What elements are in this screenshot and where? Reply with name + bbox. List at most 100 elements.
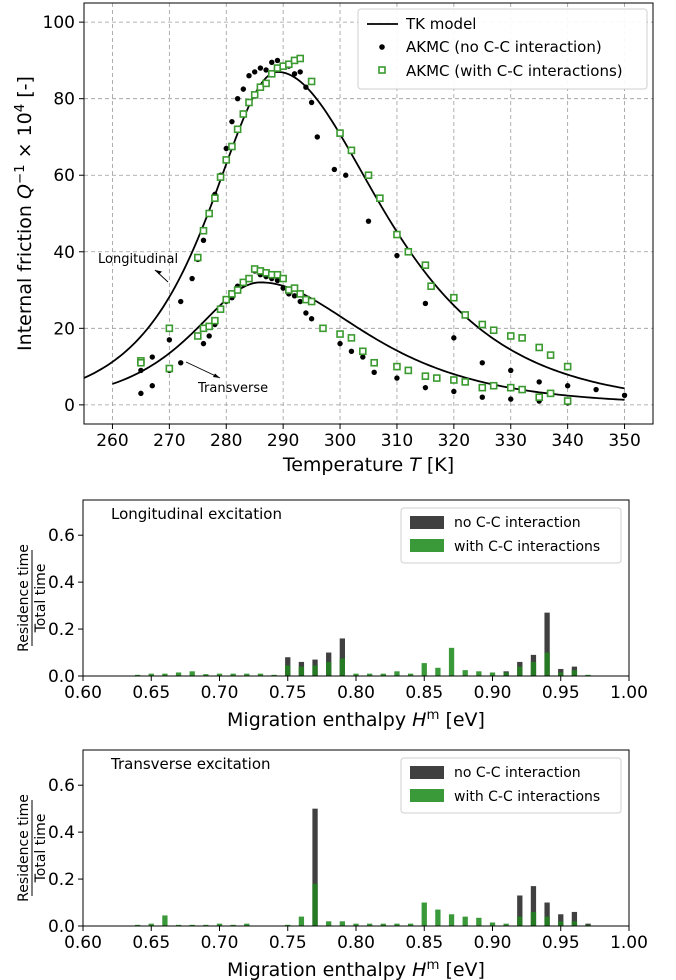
transverse-bar-with-cc bbox=[517, 916, 523, 926]
transverse-bar-no-cc bbox=[571, 911, 578, 926]
akmc-with-cc-point bbox=[518, 334, 526, 342]
akmc-with-cc-point bbox=[347, 334, 356, 342]
y-axis-label: Internal friction Q−1 × 104 [-] bbox=[13, 76, 37, 351]
akmc-with-cc-point bbox=[506, 332, 515, 340]
legend-label-with-cc: AKMC (with C-C interactions) bbox=[406, 62, 623, 80]
x-tick-label: 280 bbox=[210, 431, 242, 451]
akmc-with-cc-point bbox=[478, 383, 487, 392]
akmc-no-cc-point bbox=[451, 388, 457, 395]
longitudinal-bar-with-cc bbox=[421, 663, 427, 676]
akmc-no-cc-point bbox=[536, 379, 542, 385]
annotation-transverse: Transverse bbox=[197, 381, 268, 396]
longitudinal-bar-with-cc bbox=[285, 665, 291, 676]
transverse-x-tick-label: 1.00 bbox=[610, 933, 648, 953]
longitudinal-bar-with-cc bbox=[476, 671, 482, 676]
akmc-no-cc-point bbox=[280, 285, 286, 291]
akmc-no-cc-point bbox=[297, 69, 303, 75]
transverse-legend-box bbox=[400, 757, 622, 814]
akmc-with-cc-point bbox=[228, 142, 236, 151]
akmc-no-cc-point bbox=[252, 69, 258, 75]
longitudinal-bar-with-cc bbox=[435, 667, 441, 676]
akmc-with-cc-point bbox=[216, 173, 225, 181]
y-tick-label: 100 bbox=[43, 13, 75, 33]
akmc-with-cc-point bbox=[489, 381, 498, 390]
longitudinal-bar-with-cc bbox=[367, 673, 373, 676]
akmc-no-cc-point bbox=[331, 166, 338, 173]
transverse-x-tick-label: 0.65 bbox=[132, 933, 170, 953]
akmc-no-cc-point bbox=[200, 340, 207, 347]
transverse-y-tick-label: 0.2 bbox=[48, 870, 75, 890]
akmc-no-cc-point bbox=[365, 218, 372, 224]
annotation-arrowhead-longitudinal bbox=[155, 270, 162, 275]
akmc-with-cc-point bbox=[296, 290, 305, 298]
akmc-no-cc-point bbox=[508, 367, 514, 374]
akmc-with-cc-point bbox=[233, 286, 242, 294]
akmc-no-cc-point bbox=[257, 65, 264, 71]
akmc-with-cc-point bbox=[461, 378, 470, 386]
akmc-with-cc-point bbox=[199, 226, 208, 235]
tk-model-curve-longitudinal bbox=[84, 70, 625, 390]
akmc-no-cc-point bbox=[291, 293, 298, 299]
transverse-x-tick-label: 0.95 bbox=[542, 933, 580, 953]
akmc-with-cc-point bbox=[421, 372, 430, 380]
akmc-with-cc-point bbox=[285, 60, 293, 69]
longitudinal-bar-with-cc bbox=[148, 673, 154, 676]
transverse-bar-with-cc bbox=[339, 921, 345, 926]
akmc-no-cc-point bbox=[308, 316, 315, 322]
legend-marker-with-cc bbox=[378, 66, 386, 74]
akmc-with-cc-point bbox=[279, 274, 287, 283]
longitudinal-legend-swatch-no-cc bbox=[410, 516, 444, 529]
akmc-with-cc-point bbox=[336, 129, 344, 137]
longitudinal-bar-with-cc bbox=[544, 652, 550, 676]
akmc-no-cc-point bbox=[593, 386, 599, 393]
akmc-no-cc-point bbox=[422, 384, 429, 391]
akmc-with-cc-point bbox=[239, 110, 248, 118]
akmc-with-cc-point bbox=[307, 77, 316, 86]
transverse-bar-with-cc bbox=[476, 917, 482, 926]
plot-frame-top bbox=[83, 2, 654, 425]
akmc-with-cc-point bbox=[239, 278, 248, 287]
longitudinal-legend-label-with-cc: with C-C interactions bbox=[454, 539, 600, 555]
akmc-with-cc-point bbox=[216, 305, 225, 313]
akmc-no-cc-point bbox=[138, 367, 144, 374]
longitudinal-bar-with-cc bbox=[558, 672, 564, 676]
longitudinal-bar-with-cc bbox=[517, 666, 523, 676]
akmc-no-cc-point bbox=[314, 134, 320, 140]
akmc-with-cc-point bbox=[427, 282, 435, 291]
longitudinal-y-tick-label: 0.6 bbox=[48, 526, 75, 546]
transverse-legend-label-with-cc: with C-C interactions bbox=[454, 789, 600, 805]
akmc-no-cc-point bbox=[234, 95, 241, 102]
transverse-bar-with-cc bbox=[544, 916, 550, 926]
akmc-no-cc-point bbox=[178, 360, 184, 366]
transverse-bar-with-cc bbox=[353, 923, 359, 926]
longitudinal-bar-with-cc bbox=[394, 671, 400, 676]
longitudinal-y-label-numerator: Residence time bbox=[16, 544, 32, 652]
x-tick-label: 300 bbox=[324, 431, 356, 451]
akmc-no-cc-point bbox=[360, 354, 366, 360]
transverse-legend-label-no-cc: no C-C interaction bbox=[454, 765, 581, 781]
akmc-no-cc-point bbox=[303, 84, 309, 90]
transverse-y-tick-label: 0.0 bbox=[48, 917, 75, 937]
akmc-no-cc-point bbox=[246, 73, 252, 79]
akmc-with-cc-point bbox=[546, 351, 555, 359]
transverse-x-tick-label: 0.90 bbox=[474, 933, 512, 953]
akmc-no-cc-point bbox=[348, 348, 355, 354]
y-tick-label: 20 bbox=[53, 319, 75, 339]
longitudinal-bar-with-cc bbox=[585, 674, 591, 676]
akmc-with-cc-point bbox=[222, 295, 231, 304]
transverse-y-label-denominator: Total time bbox=[33, 814, 49, 884]
x-tick-label: 270 bbox=[153, 431, 185, 451]
annotation-longitudinal: Longitudinal bbox=[98, 252, 178, 267]
akmc-with-cc-point bbox=[370, 358, 378, 367]
transverse-bar-no-cc bbox=[517, 895, 523, 926]
x-tick-label: 310 bbox=[381, 431, 413, 451]
transverse-bar-with-cc bbox=[148, 923, 154, 926]
longitudinal-bar-with-cc bbox=[339, 658, 345, 676]
akmc-with-cc-point bbox=[245, 274, 253, 283]
transverse-bar-with-cc bbox=[407, 923, 414, 926]
longitudinal-bar-with-cc bbox=[326, 661, 332, 676]
transverse-x-tick-label: 0.60 bbox=[64, 933, 102, 953]
x-tick-label: 350 bbox=[608, 431, 640, 451]
akmc-with-cc-point bbox=[137, 358, 145, 367]
x-tick-label: 330 bbox=[495, 431, 527, 451]
